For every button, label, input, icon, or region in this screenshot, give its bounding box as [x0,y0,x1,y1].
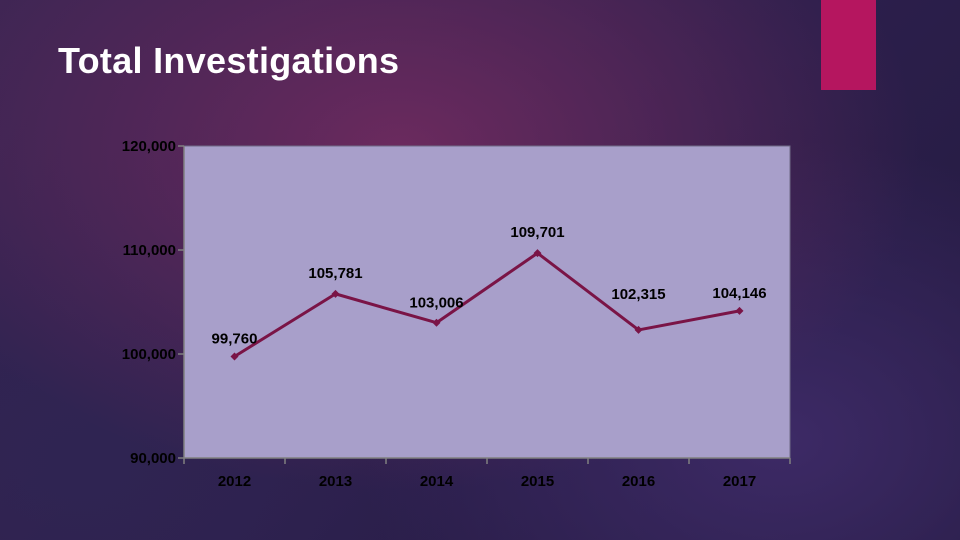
y-axis-ticks: 90,000 100,000 110,000 120,000 [122,138,184,467]
data-label: 105,781 [308,265,362,282]
data-label: 109,701 [510,224,564,241]
x-tick-label: 2017 [723,473,756,490]
x-tick-label: 2016 [622,473,655,490]
y-tick-label: 90,000 [130,450,176,467]
data-point-marker [331,289,340,298]
data-point-marker [432,318,441,327]
accent-bar [821,0,876,90]
data-label: 103,006 [409,295,463,312]
x-tick-label: 2014 [420,473,454,490]
data-point-marker [230,352,239,361]
data-point-marker [634,325,643,334]
slide-title: Total Investigations [58,40,400,81]
x-tick-label: 2012 [218,473,251,490]
data-label: 104,146 [712,285,766,302]
x-tick-label: 2013 [319,473,352,490]
x-axis-ticks: 2012 2013 2014 2015 2016 2017 [183,458,791,490]
data-label: 102,315 [611,286,665,303]
plot-area [183,145,791,459]
series-line-group [230,249,744,361]
x-tick-label: 2015 [521,473,554,490]
data-point-marker [533,249,542,258]
data-labels: 99,760 105,781 103,006 109,701 102,315 104,14… [212,224,767,347]
series-line [233,251,740,358]
data-point-marker [735,306,744,315]
data-label: 99,760 [212,330,258,347]
y-tick-label: 110,000 [123,242,176,259]
y-tick-label: 120,000 [122,138,176,155]
y-tick-label: 100,000 [122,346,176,363]
